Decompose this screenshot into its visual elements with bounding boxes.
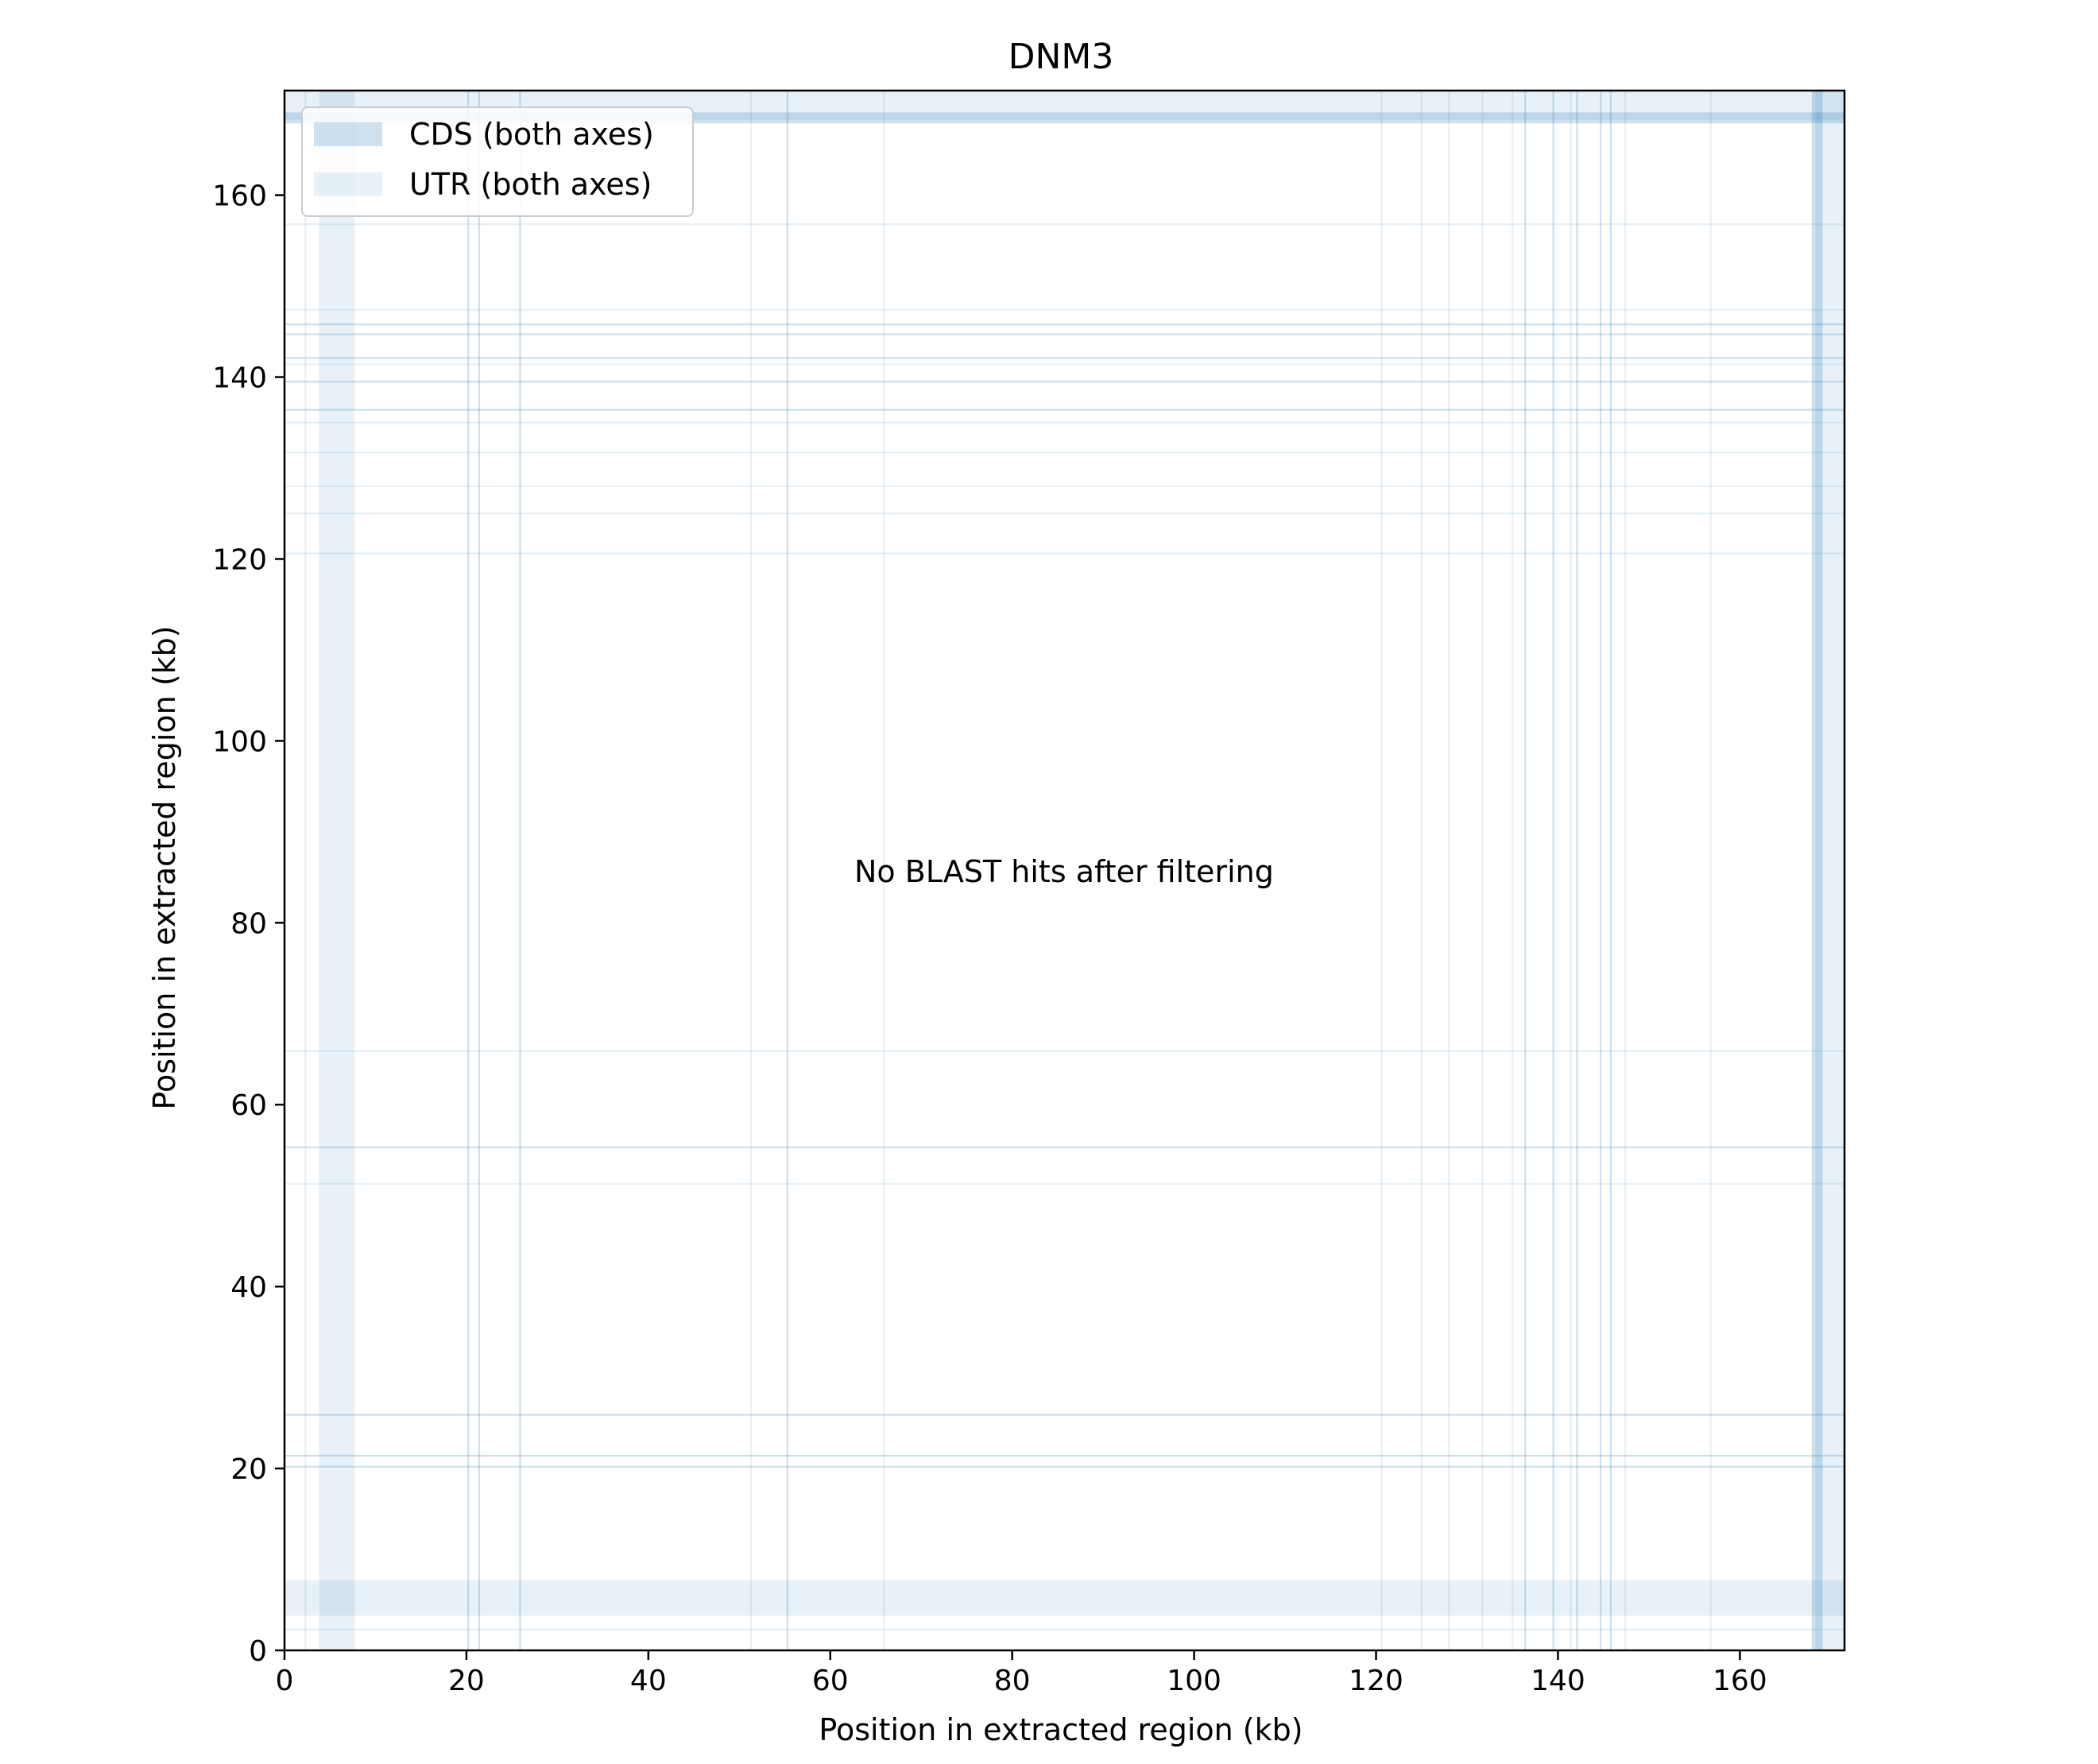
feature-span-vertical-utr-20: [1624, 91, 1627, 1650]
feature-span-horizontal-utr-14: [285, 552, 1844, 555]
y-tick-label: 160: [212, 180, 267, 213]
x-tick-label: 80: [994, 1665, 1031, 1697]
y-axis: 0 20 40 60 80 100 120 140 160: [212, 180, 285, 1668]
feature-span-vertical-utr-21: [1709, 91, 1712, 1650]
feature-span-horizontal-cds-1: [285, 1465, 1844, 1468]
feature-span-horizontal-utr-11: [285, 1628, 1844, 1631]
x-tick-label: 120: [1349, 1665, 1403, 1697]
y-tick-label: 80: [230, 907, 267, 940]
feature-span-vertical-cds-6: [1552, 91, 1554, 1650]
feature-span-vertical-cds-1: [467, 91, 470, 1650]
y-axis-label: Position in extracted region (kb): [147, 625, 182, 1109]
plot-frame: [283, 89, 1846, 1652]
feature-span-vertical-utr-19: [1570, 91, 1572, 1650]
legend-swatch-cds: [314, 122, 382, 146]
y-tick-label: 20: [230, 1453, 267, 1486]
feature-span-horizontal-utr-0: [285, 1580, 1844, 1616]
x-tick-label: 140: [1531, 1665, 1585, 1697]
x-axis-label: Position in extracted region (kb): [819, 1712, 1303, 1747]
feature-span-vertical-utr-13: [883, 91, 885, 1650]
y-tick-label: 40: [230, 1271, 267, 1304]
feature-span-vertical-utr-12: [750, 91, 753, 1650]
feature-spans: [285, 91, 1844, 1650]
feature-span-vertical-cds-9: [1609, 91, 1612, 1650]
y-tick-label: 140: [212, 362, 267, 395]
feature-span-horizontal-utr-13: [285, 1050, 1844, 1052]
feature-span-horizontal-cds-7: [285, 357, 1844, 359]
feature-span-horizontal-utr-15: [285, 513, 1844, 515]
feature-span-vertical-utr-0: [319, 91, 355, 1650]
feature-span-horizontal-utr-17: [285, 451, 1844, 454]
y-tick-label: 60: [230, 1089, 267, 1122]
legend: CDS (both axes) UTR (both axes): [301, 106, 694, 217]
feature-span-vertical-utr-18: [1512, 91, 1514, 1650]
x-tick-label: 40: [630, 1665, 667, 1697]
feature-span-vertical-utr-17: [1481, 91, 1484, 1650]
feature-span-vertical-utr-16: [1447, 91, 1450, 1650]
feature-span-vertical-cds-7: [1576, 91, 1578, 1650]
feature-span-vertical-cds-4: [786, 91, 789, 1650]
legend-swatch-utr: [314, 172, 382, 196]
legend-label-cds: CDS (both axes): [409, 117, 654, 152]
feature-span-horizontal-utr-18: [285, 421, 1844, 424]
feature-span-horizontal-cds-6: [285, 381, 1844, 383]
legend-box: [301, 106, 694, 217]
feature-span-vertical-cds-5: [1524, 91, 1527, 1650]
feature-span-vertical-cds-2: [478, 91, 481, 1650]
y-tick-label: 0: [249, 1635, 267, 1668]
feature-span-horizontal-utr-12: [285, 1182, 1844, 1185]
feature-span-horizontal-utr-20: [285, 308, 1844, 311]
x-axis: 0 20 40 60 80 100 120 140 160: [276, 1650, 1767, 1697]
no-hits-annotation: No BLAST hits after filtering: [854, 854, 1274, 889]
feature-span-vertical-utr-15: [1420, 91, 1423, 1650]
feature-span-horizontal-utr-16: [285, 485, 1844, 488]
x-tick-label: 100: [1167, 1665, 1221, 1697]
feature-span-vertical-utr-22: [1815, 91, 1844, 1650]
feature-span-horizontal-cds-4: [285, 1146, 1844, 1149]
feature-span-vertical-cds-3: [519, 91, 521, 1650]
feature-span-horizontal-cds-3: [285, 1414, 1844, 1416]
feature-span-horizontal-utr-21: [285, 223, 1844, 226]
y-tick-label: 100: [212, 725, 267, 758]
feature-span-vertical-utr-14: [1380, 91, 1383, 1650]
feature-span-vertical-utr-11: [304, 91, 307, 1650]
feature-span-horizontal-cds-2: [285, 1454, 1844, 1457]
feature-span-vertical-cds-8: [1600, 91, 1602, 1650]
chart-title: DNM3: [1008, 37, 1114, 77]
x-tick-label: 60: [812, 1665, 849, 1697]
x-tick-label: 20: [448, 1665, 485, 1697]
feature-span-horizontal-cds-9: [285, 323, 1844, 326]
feature-span-horizontal-cds-5: [285, 408, 1844, 411]
legend-label-utr: UTR (both axes): [409, 167, 652, 202]
y-tick-label: 120: [212, 544, 267, 576]
feature-span-vertical-cds-10: [1811, 91, 1823, 1650]
x-tick-label: 160: [1713, 1665, 1767, 1697]
feature-span-horizontal-cds-8: [285, 333, 1844, 335]
x-tick-label: 0: [276, 1665, 294, 1697]
feature-span-horizontal-utr-19: [285, 363, 1844, 366]
